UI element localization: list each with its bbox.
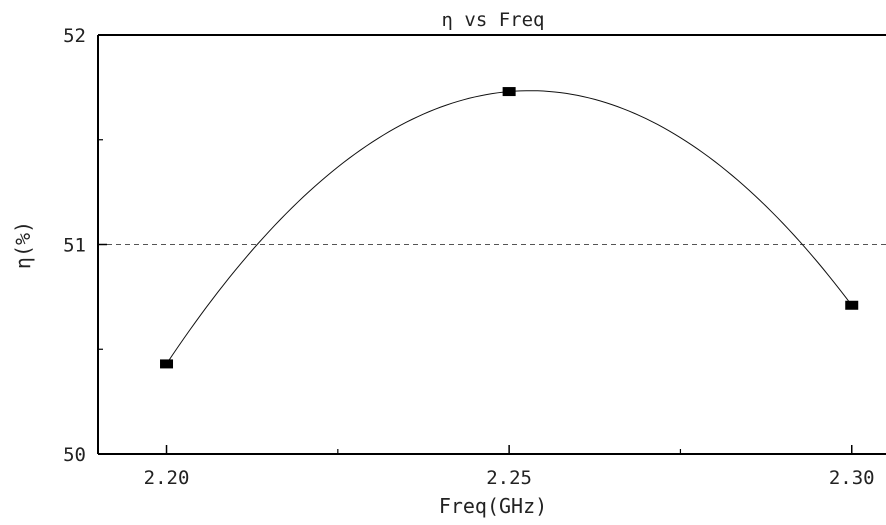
x-tick-label: 2.25 xyxy=(486,467,532,489)
ticks: 50 51 52 2.20 2.25 2.30 xyxy=(63,25,875,489)
y-tick-label: 52 xyxy=(63,25,86,47)
x-axis-title: Freq(GHz) xyxy=(439,494,547,518)
y-axis-title: η(%) xyxy=(11,221,35,269)
x-tick-label: 2.20 xyxy=(144,467,190,489)
series-group xyxy=(160,87,859,369)
chart-title: η vs Freq xyxy=(442,9,545,31)
data-point-marker xyxy=(502,87,516,97)
series-line xyxy=(166,90,853,365)
data-point-marker xyxy=(845,300,859,310)
data-point-marker xyxy=(160,359,174,369)
x-tick-label: 2.30 xyxy=(829,467,875,489)
y-tick-label: 50 xyxy=(63,444,86,466)
y-tick-label: 51 xyxy=(63,235,86,257)
